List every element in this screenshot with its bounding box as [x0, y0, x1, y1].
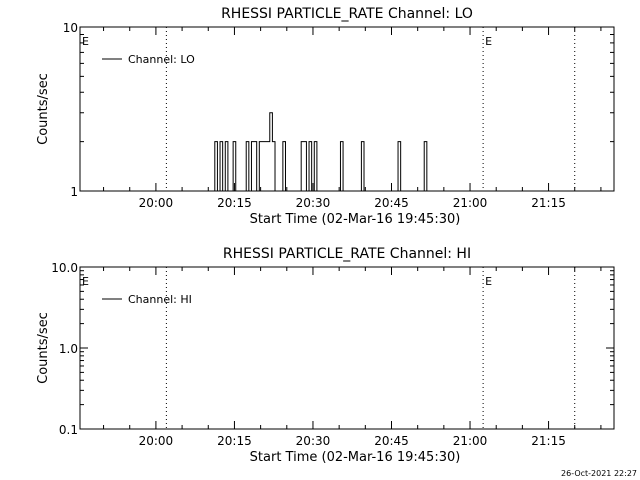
y-tick-label: 0.1: [59, 423, 78, 437]
footer-timestamp: 26-Oct-2021 22:27: [561, 469, 637, 478]
legend-entry: Channel: HI: [128, 293, 192, 306]
data-series-line: [209, 112, 433, 192]
y-tick-label: 1.0: [59, 342, 78, 356]
event-marker-label: E: [82, 275, 89, 288]
x-tick-label: 20:15: [217, 196, 252, 210]
x-tick-label: 20:30: [296, 434, 331, 448]
panel-hi: RHESSI PARTICLE_RATE Channel: HI 20:00 20:…: [36, 246, 615, 465]
x-tick-label: 20:00: [139, 196, 174, 210]
x-tick-label: 20:00: [139, 434, 174, 448]
x-tick-label: 20:45: [374, 434, 409, 448]
y-axis-label: Counts/sec: [36, 73, 51, 145]
x-tick-label: 21:15: [531, 434, 566, 448]
chart-title: RHESSI PARTICLE_RATE Channel: LO: [221, 6, 473, 22]
x-axis-label: Start Time (02-Mar-16 19:45:30): [250, 450, 461, 465]
x-tick-label: 21:00: [453, 434, 488, 448]
x-tick-label: 21:15: [531, 196, 566, 210]
x-axis-label: Start Time (02-Mar-16 19:45:30): [250, 212, 461, 227]
event-marker-label: E: [485, 275, 492, 288]
plot-frame: [79, 266, 615, 430]
y-tick-label: 10.0: [51, 261, 78, 275]
chart-title: RHESSI PARTICLE_RATE Channel: HI: [223, 246, 471, 262]
x-tick-label: 20:30: [296, 196, 331, 210]
event-marker-label: E: [82, 35, 89, 48]
plot-frame: [79, 26, 615, 192]
y-tick-label: 10: [63, 21, 78, 35]
event-marker-label: E: [485, 35, 492, 48]
x-tick-label: 20:15: [217, 434, 252, 448]
y-axis-label: Counts/sec: [36, 312, 51, 384]
x-tick-label: 20:45: [374, 196, 409, 210]
legend-entry: Channel: LO: [128, 53, 195, 66]
x-tick-label: 21:00: [453, 196, 488, 210]
y-tick-label: 1: [70, 185, 78, 199]
panel-lo: RHESSI PARTICLE_RATE Channel: LO 20:00 20:…: [36, 6, 615, 227]
